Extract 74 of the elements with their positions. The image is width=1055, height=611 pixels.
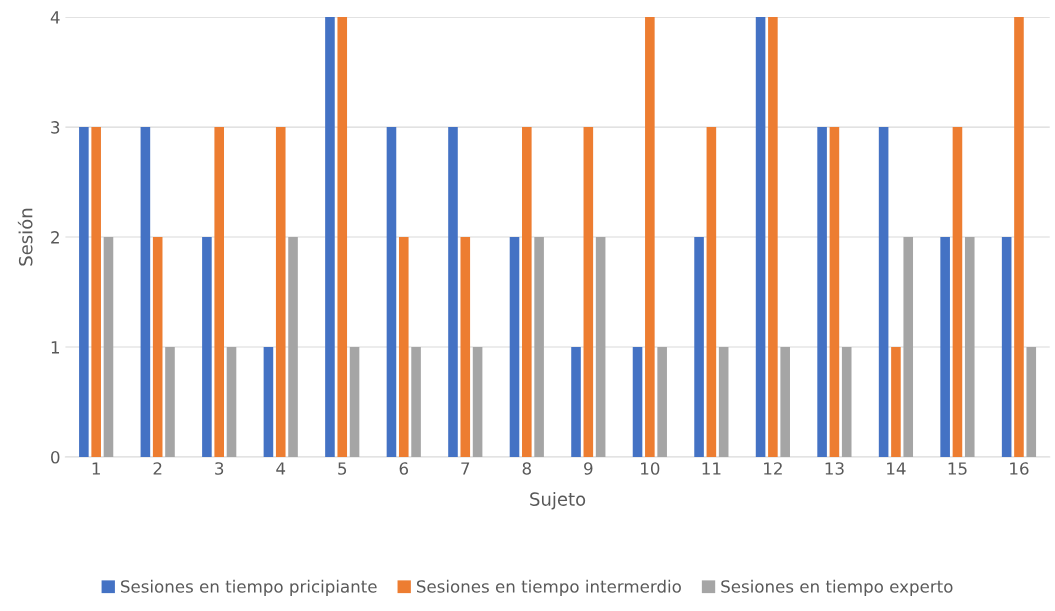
bar (891, 347, 901, 458)
x-tick-label: 15 (948, 462, 967, 475)
bar (952, 127, 963, 458)
y-tick-label: 0 (51, 450, 60, 464)
bar (645, 17, 655, 458)
bar (103, 237, 114, 458)
legend-label: Sesiones en tiempo experto (721, 579, 953, 596)
bar (706, 127, 717, 458)
bar (202, 237, 212, 458)
bar (288, 237, 298, 458)
x-tick-label: 11 (702, 462, 721, 475)
bar (448, 127, 458, 458)
x-tick-label: 6 (399, 462, 409, 475)
bar (460, 237, 471, 458)
bar (583, 127, 594, 458)
bar (472, 347, 483, 458)
bar (841, 347, 852, 458)
bar (165, 347, 175, 458)
bar (1014, 17, 1024, 458)
bar (571, 347, 581, 458)
bar (79, 127, 89, 458)
bar (534, 237, 544, 458)
bar (275, 127, 286, 458)
x-tick-label: 5 (338, 462, 347, 475)
bar (964, 237, 975, 458)
bar (398, 237, 409, 458)
y-tick-label: 1 (51, 341, 60, 354)
bar (349, 347, 360, 458)
y-tick-label: 3 (51, 121, 60, 134)
bar (829, 127, 840, 458)
bar (817, 127, 827, 458)
x-tick-label: 13 (825, 462, 844, 475)
bar (140, 127, 151, 458)
legend-label: Sesiones en tiempo pricipiante (121, 579, 377, 596)
bar (214, 127, 225, 458)
bar (657, 347, 667, 458)
bar (152, 237, 163, 458)
bar (1001, 237, 1012, 458)
bar (718, 347, 729, 458)
bar (755, 17, 766, 458)
bar (1026, 347, 1037, 458)
x-tick-label: 16 (1010, 462, 1029, 475)
bar (226, 347, 237, 458)
x-axis-title: Sujeto (530, 491, 586, 510)
bar (903, 237, 914, 458)
x-tick-label: 7 (461, 462, 470, 475)
bar (940, 237, 950, 458)
bar (694, 237, 704, 458)
bar (509, 237, 520, 458)
bar (263, 347, 274, 458)
x-tick-label: 10 (641, 462, 660, 475)
bar (522, 127, 532, 458)
y-axis-title: Sesión (17, 208, 33, 266)
x-tick-label: 3 (215, 462, 224, 475)
legend-label: Sesiones en tiempo intermerdio (416, 579, 681, 596)
y-tick-label: 4 (50, 11, 60, 24)
bar (595, 237, 606, 458)
x-tick-label: 2 (153, 462, 162, 475)
bar (91, 127, 101, 458)
bar (632, 347, 643, 458)
x-tick-label: 9 (584, 462, 593, 475)
bar (337, 17, 348, 458)
bar (386, 127, 397, 458)
bar (780, 347, 790, 458)
x-tick-label: 4 (276, 462, 286, 475)
x-tick-label: 1 (92, 462, 100, 475)
bar (878, 127, 889, 458)
x-tick-label: 14 (887, 462, 906, 475)
y-tick-label: 2 (51, 231, 59, 244)
bar (411, 347, 421, 458)
bar (768, 17, 778, 458)
x-tick-label: 8 (522, 462, 531, 475)
bar (325, 17, 335, 458)
x-tick-label: 12 (764, 462, 782, 475)
